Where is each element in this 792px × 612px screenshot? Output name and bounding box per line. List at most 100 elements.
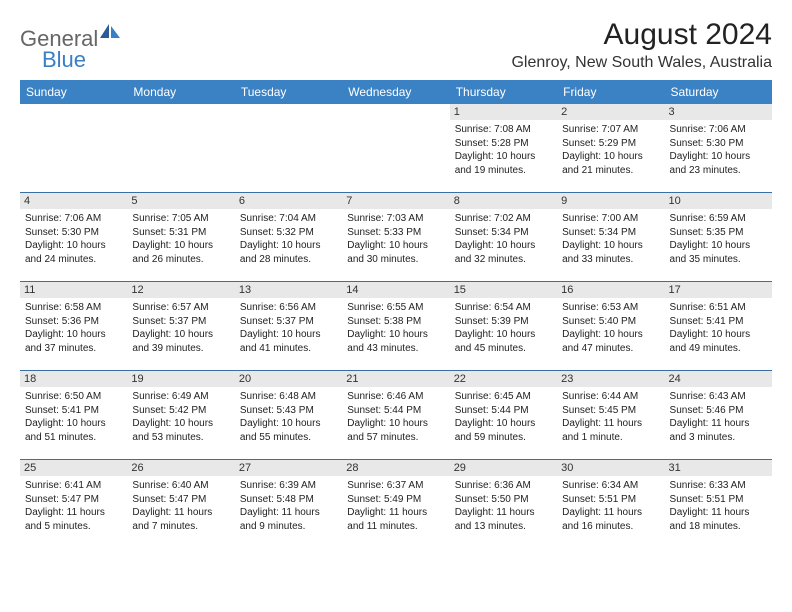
day-cell: 3Sunrise: 7:06 AMSunset: 5:30 PMDaylight… bbox=[665, 104, 772, 192]
day-details: Sunrise: 7:07 AMSunset: 5:29 PMDaylight:… bbox=[562, 123, 659, 177]
daylight-text-1: Daylight: 11 hours bbox=[562, 417, 659, 431]
day-number: 8 bbox=[450, 193, 557, 209]
day-details: Sunrise: 7:08 AMSunset: 5:28 PMDaylight:… bbox=[455, 123, 552, 177]
sunset-text: Sunset: 5:41 PM bbox=[670, 315, 767, 329]
daylight-text-2: and 21 minutes. bbox=[562, 164, 659, 178]
day-cell: 31Sunrise: 6:33 AMSunset: 5:51 PMDayligh… bbox=[665, 460, 772, 548]
day-number: 15 bbox=[450, 282, 557, 298]
daylight-text-2: and 13 minutes. bbox=[455, 520, 552, 534]
day-cell: 14Sunrise: 6:55 AMSunset: 5:38 PMDayligh… bbox=[342, 282, 449, 370]
day-details: Sunrise: 6:44 AMSunset: 5:45 PMDaylight:… bbox=[562, 390, 659, 444]
location-text: Glenroy, New South Wales, Australia bbox=[511, 54, 772, 72]
sunset-text: Sunset: 5:49 PM bbox=[347, 493, 444, 507]
sunset-text: Sunset: 5:30 PM bbox=[670, 137, 767, 151]
day-cell: 29Sunrise: 6:36 AMSunset: 5:50 PMDayligh… bbox=[450, 460, 557, 548]
sunset-text: Sunset: 5:38 PM bbox=[347, 315, 444, 329]
day-number: 18 bbox=[20, 371, 127, 387]
title-block: August 2024 Glenroy, New South Wales, Au… bbox=[511, 18, 772, 72]
sunrise-text: Sunrise: 7:05 AM bbox=[132, 212, 229, 226]
day-number: 20 bbox=[235, 371, 342, 387]
sunrise-text: Sunrise: 7:00 AM bbox=[562, 212, 659, 226]
daylight-text-1: Daylight: 11 hours bbox=[562, 506, 659, 520]
sunset-text: Sunset: 5:47 PM bbox=[132, 493, 229, 507]
day-header-sunday: Sunday bbox=[20, 80, 127, 104]
sunrise-text: Sunrise: 7:02 AM bbox=[455, 212, 552, 226]
sunset-text: Sunset: 5:30 PM bbox=[25, 226, 122, 240]
day-details: Sunrise: 6:48 AMSunset: 5:43 PMDaylight:… bbox=[240, 390, 337, 444]
daylight-text-1: Daylight: 11 hours bbox=[347, 506, 444, 520]
daylight-text-1: Daylight: 10 hours bbox=[347, 328, 444, 342]
daylight-text-1: Daylight: 10 hours bbox=[670, 328, 767, 342]
day-number: 26 bbox=[127, 460, 234, 476]
calendar-page: GeneralBlue August 2024 Glenroy, New Sou… bbox=[0, 0, 792, 558]
day-header-tuesday: Tuesday bbox=[235, 80, 342, 104]
daylight-text-2: and 57 minutes. bbox=[347, 431, 444, 445]
day-cell bbox=[127, 104, 234, 192]
sunset-text: Sunset: 5:39 PM bbox=[455, 315, 552, 329]
sunset-text: Sunset: 5:43 PM bbox=[240, 404, 337, 418]
day-number: 6 bbox=[235, 193, 342, 209]
day-details: Sunrise: 6:33 AMSunset: 5:51 PMDaylight:… bbox=[670, 479, 767, 533]
day-details: Sunrise: 6:46 AMSunset: 5:44 PMDaylight:… bbox=[347, 390, 444, 444]
day-details: Sunrise: 7:03 AMSunset: 5:33 PMDaylight:… bbox=[347, 212, 444, 266]
daylight-text-2: and 47 minutes. bbox=[562, 342, 659, 356]
day-details: Sunrise: 6:50 AMSunset: 5:41 PMDaylight:… bbox=[25, 390, 122, 444]
day-header-wednesday: Wednesday bbox=[342, 80, 449, 104]
day-cell: 2Sunrise: 7:07 AMSunset: 5:29 PMDaylight… bbox=[557, 104, 664, 192]
day-cell: 4Sunrise: 7:06 AMSunset: 5:30 PMDaylight… bbox=[20, 193, 127, 281]
daylight-text-1: Daylight: 11 hours bbox=[132, 506, 229, 520]
day-number: 9 bbox=[557, 193, 664, 209]
daylight-text-1: Daylight: 10 hours bbox=[347, 417, 444, 431]
sunset-text: Sunset: 5:29 PM bbox=[562, 137, 659, 151]
daylight-text-2: and 5 minutes. bbox=[25, 520, 122, 534]
day-details: Sunrise: 6:56 AMSunset: 5:37 PMDaylight:… bbox=[240, 301, 337, 355]
day-cell: 12Sunrise: 6:57 AMSunset: 5:37 PMDayligh… bbox=[127, 282, 234, 370]
day-number: 24 bbox=[665, 371, 772, 387]
day-cell: 26Sunrise: 6:40 AMSunset: 5:47 PMDayligh… bbox=[127, 460, 234, 548]
logo-text-2: Blue bbox=[42, 50, 120, 71]
sunrise-text: Sunrise: 6:36 AM bbox=[455, 479, 552, 493]
week-row: 18 Sunrise: 6:50 AMSunset: 5:41 PMDayligh… bbox=[20, 370, 772, 459]
daylight-text-1: Daylight: 10 hours bbox=[670, 239, 767, 253]
day-cell: 13 Sunrise: 6:56 AMSunset: 5:37 PMDayligh… bbox=[235, 282, 342, 370]
day-cell: 10Sunrise: 6:59 AMSunset: 5:35 PMDayligh… bbox=[665, 193, 772, 281]
sunrise-text: Sunrise: 6:37 AM bbox=[347, 479, 444, 493]
day-details: Sunrise: 6:53 AMSunset: 5:40 PMDaylight:… bbox=[562, 301, 659, 355]
daylight-text-2: and 53 minutes. bbox=[132, 431, 229, 445]
sunset-text: Sunset: 5:40 PM bbox=[562, 315, 659, 329]
day-cell: 1 Sunrise: 7:08 AMSunset: 5:28 PMDaylight… bbox=[450, 104, 557, 192]
daylight-text-2: and 23 minutes. bbox=[670, 164, 767, 178]
daylight-text-1: Daylight: 10 hours bbox=[455, 150, 552, 164]
daylight-text-1: Daylight: 10 hours bbox=[240, 239, 337, 253]
day-details: Sunrise: 6:55 AMSunset: 5:38 PMDaylight:… bbox=[347, 301, 444, 355]
daylight-text-2: and 9 minutes. bbox=[240, 520, 337, 534]
day-number: 7 bbox=[342, 193, 449, 209]
day-header-saturday: Saturday bbox=[665, 80, 772, 104]
day-number: 1 bbox=[450, 104, 557, 120]
day-details: Sunrise: 6:37 AMSunset: 5:49 PMDaylight:… bbox=[347, 479, 444, 533]
daylight-text-1: Daylight: 11 hours bbox=[25, 506, 122, 520]
day-number: 27 bbox=[235, 460, 342, 476]
day-cell: 30Sunrise: 6:34 AMSunset: 5:51 PMDayligh… bbox=[557, 460, 664, 548]
day-number: 3 bbox=[665, 104, 772, 120]
daylight-text-2: and 33 minutes. bbox=[562, 253, 659, 267]
day-number: 13 bbox=[235, 282, 342, 298]
sunset-text: Sunset: 5:46 PM bbox=[670, 404, 767, 418]
day-cell: 7 Sunrise: 7:03 AMSunset: 5:33 PMDaylight… bbox=[342, 193, 449, 281]
day-cell: 8Sunrise: 7:02 AMSunset: 5:34 PMDaylight… bbox=[450, 193, 557, 281]
day-header-friday: Friday bbox=[557, 80, 664, 104]
sunrise-text: Sunrise: 6:50 AM bbox=[25, 390, 122, 404]
day-header-monday: Monday bbox=[127, 80, 234, 104]
day-details: Sunrise: 6:34 AMSunset: 5:51 PMDaylight:… bbox=[562, 479, 659, 533]
day-details: Sunrise: 6:43 AMSunset: 5:46 PMDaylight:… bbox=[670, 390, 767, 444]
sunrise-text: Sunrise: 6:43 AM bbox=[670, 390, 767, 404]
daylight-text-1: Daylight: 11 hours bbox=[670, 506, 767, 520]
sunrise-text: Sunrise: 6:34 AM bbox=[562, 479, 659, 493]
day-number: 21 bbox=[342, 371, 449, 387]
sunset-text: Sunset: 5:44 PM bbox=[455, 404, 552, 418]
sunset-text: Sunset: 5:47 PM bbox=[25, 493, 122, 507]
day-number: 28 bbox=[342, 460, 449, 476]
day-cell: 19Sunrise: 6:49 AMSunset: 5:42 PMDayligh… bbox=[127, 371, 234, 459]
sunset-text: Sunset: 5:33 PM bbox=[347, 226, 444, 240]
daylight-text-1: Daylight: 10 hours bbox=[562, 328, 659, 342]
